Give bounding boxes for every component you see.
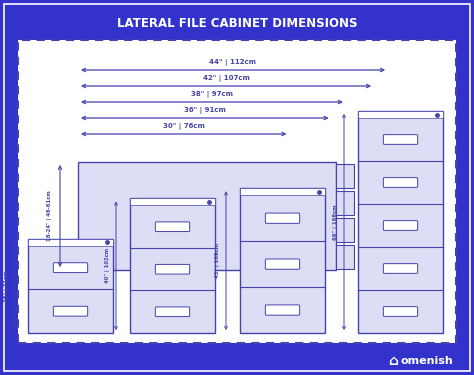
Text: 36" | 91cm: 36" | 91cm [184, 107, 226, 114]
Bar [336, 190, 354, 214]
FancyBboxPatch shape [265, 259, 300, 269]
Bar [336, 164, 354, 188]
FancyBboxPatch shape [383, 178, 418, 188]
Bar [240, 188, 325, 333]
FancyBboxPatch shape [155, 307, 190, 316]
Text: 42" | 107cm: 42" | 107cm [202, 75, 249, 82]
FancyBboxPatch shape [265, 305, 300, 315]
Bar [28, 239, 113, 333]
Text: 38" | 97cm: 38" | 97cm [191, 91, 233, 98]
Text: 66" | 168cm: 66" | 168cm [334, 204, 338, 240]
FancyBboxPatch shape [155, 222, 190, 231]
Bar [28, 239, 113, 246]
Bar [358, 111, 443, 333]
FancyBboxPatch shape [54, 263, 88, 273]
FancyBboxPatch shape [383, 264, 418, 273]
Bar [240, 188, 325, 195]
Bar [336, 217, 354, 242]
FancyBboxPatch shape [265, 213, 300, 223]
FancyBboxPatch shape [383, 220, 418, 230]
Text: 30" | 76cm: 30" | 76cm [163, 123, 205, 130]
Bar [130, 198, 215, 206]
Bar [336, 244, 354, 268]
Bar [18, 40, 456, 343]
Text: 44" | 112cm: 44" | 112cm [210, 59, 256, 66]
FancyBboxPatch shape [155, 264, 190, 274]
Text: 40" | 102cm: 40" | 102cm [106, 248, 110, 283]
Text: 43" | 109cm: 43" | 109cm [216, 243, 220, 278]
Bar [358, 111, 443, 118]
Text: 18-24" | 46-61cm: 18-24" | 46-61cm [47, 190, 53, 242]
FancyBboxPatch shape [383, 307, 418, 316]
Text: omenish: omenish [401, 356, 454, 366]
FancyBboxPatch shape [54, 306, 88, 316]
Bar [78, 162, 336, 270]
Text: 28" | 71cm: 28" | 71cm [3, 270, 9, 302]
FancyBboxPatch shape [383, 135, 418, 144]
Bar [130, 198, 215, 333]
Text: ⌂: ⌂ [388, 354, 398, 368]
Text: LATERAL FILE CABINET DIMENSIONS: LATERAL FILE CABINET DIMENSIONS [117, 17, 357, 30]
